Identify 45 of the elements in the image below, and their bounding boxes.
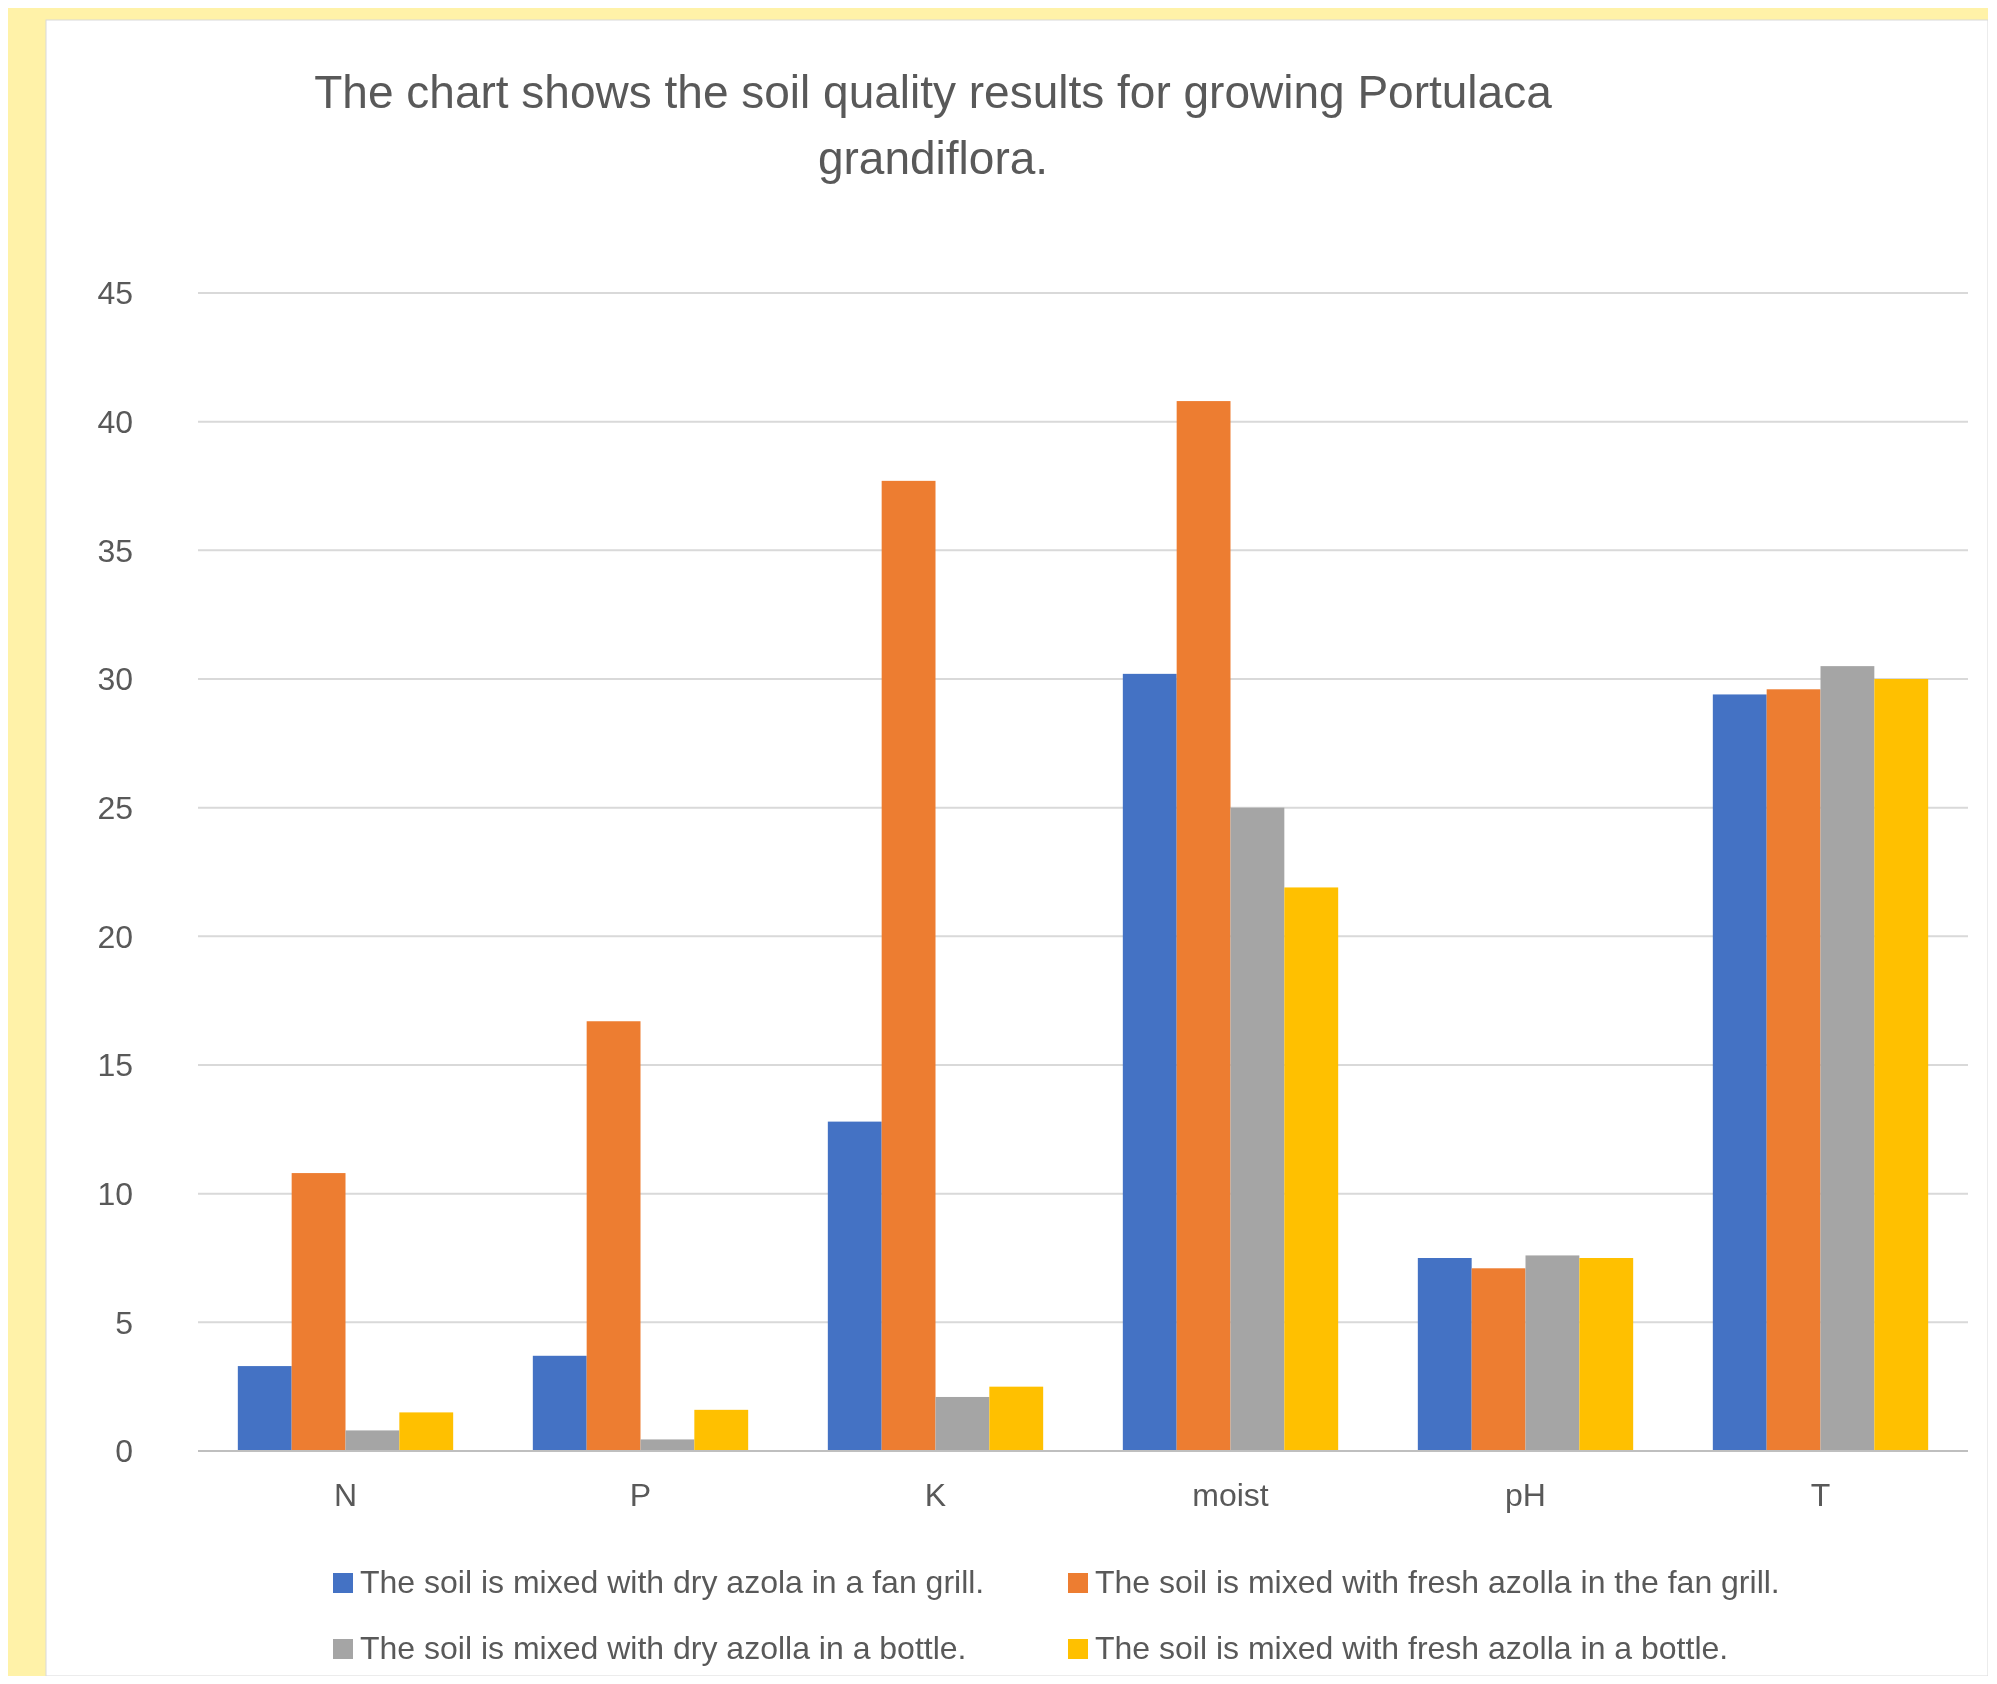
bar xyxy=(1712,694,1767,1451)
bar xyxy=(1230,807,1285,1451)
bar xyxy=(399,1412,454,1451)
y-tick-label: 20 xyxy=(97,918,133,955)
x-tick-label: N xyxy=(333,1477,358,1513)
bar xyxy=(345,1430,400,1451)
y-tick-label: 25 xyxy=(97,789,133,826)
y-tick-label: 40 xyxy=(97,403,133,440)
y-tick-label: 15 xyxy=(97,1047,133,1084)
y-tick-label: 45 xyxy=(97,275,133,312)
y-tick-label: 0 xyxy=(115,1433,133,1470)
bar xyxy=(1874,679,1929,1451)
bar xyxy=(1820,666,1875,1451)
bar xyxy=(291,1173,346,1451)
bar xyxy=(881,480,936,1451)
bar xyxy=(827,1121,882,1451)
legend-label: The soil is mixed with dry azola in a fan grill. xyxy=(360,1564,985,1600)
bar xyxy=(1417,1258,1472,1451)
chart-title: The chart shows the soil quality results for growing Portulaca grandiflora. xyxy=(314,66,1553,184)
y-tick-label: 35 xyxy=(97,532,133,569)
y-tick-label: 10 xyxy=(97,1175,133,1212)
bar xyxy=(1284,887,1339,1451)
bar xyxy=(237,1366,292,1451)
bar xyxy=(989,1386,1044,1451)
bar xyxy=(1176,401,1231,1451)
x-tick-label: pH xyxy=(1505,1477,1546,1513)
bar xyxy=(1525,1255,1580,1451)
legend-label: The soil is mixed with fresh azolla in the fan grill. xyxy=(1095,1564,1780,1600)
legend-label: The soil is mixed with fresh azolla in a bottle. xyxy=(1095,1630,1729,1666)
bar xyxy=(1471,1268,1526,1451)
bar xyxy=(1122,673,1177,1451)
bar xyxy=(1766,689,1821,1451)
x-tick-label: T xyxy=(1810,1477,1831,1513)
bar xyxy=(1579,1258,1634,1451)
bar xyxy=(935,1396,990,1451)
bar xyxy=(694,1409,749,1451)
x-tick-label: P xyxy=(629,1477,652,1513)
y-tick-label: 30 xyxy=(97,661,133,698)
x-tick-label: K xyxy=(924,1477,947,1513)
legend-label: The soil is mixed with dry azolla in a bottle. xyxy=(360,1630,967,1666)
x-tick-label: moist xyxy=(1192,1477,1269,1513)
y-tick-label: 5 xyxy=(115,1304,133,1341)
bar xyxy=(532,1355,587,1451)
bar xyxy=(586,1021,641,1451)
bar xyxy=(640,1439,695,1451)
